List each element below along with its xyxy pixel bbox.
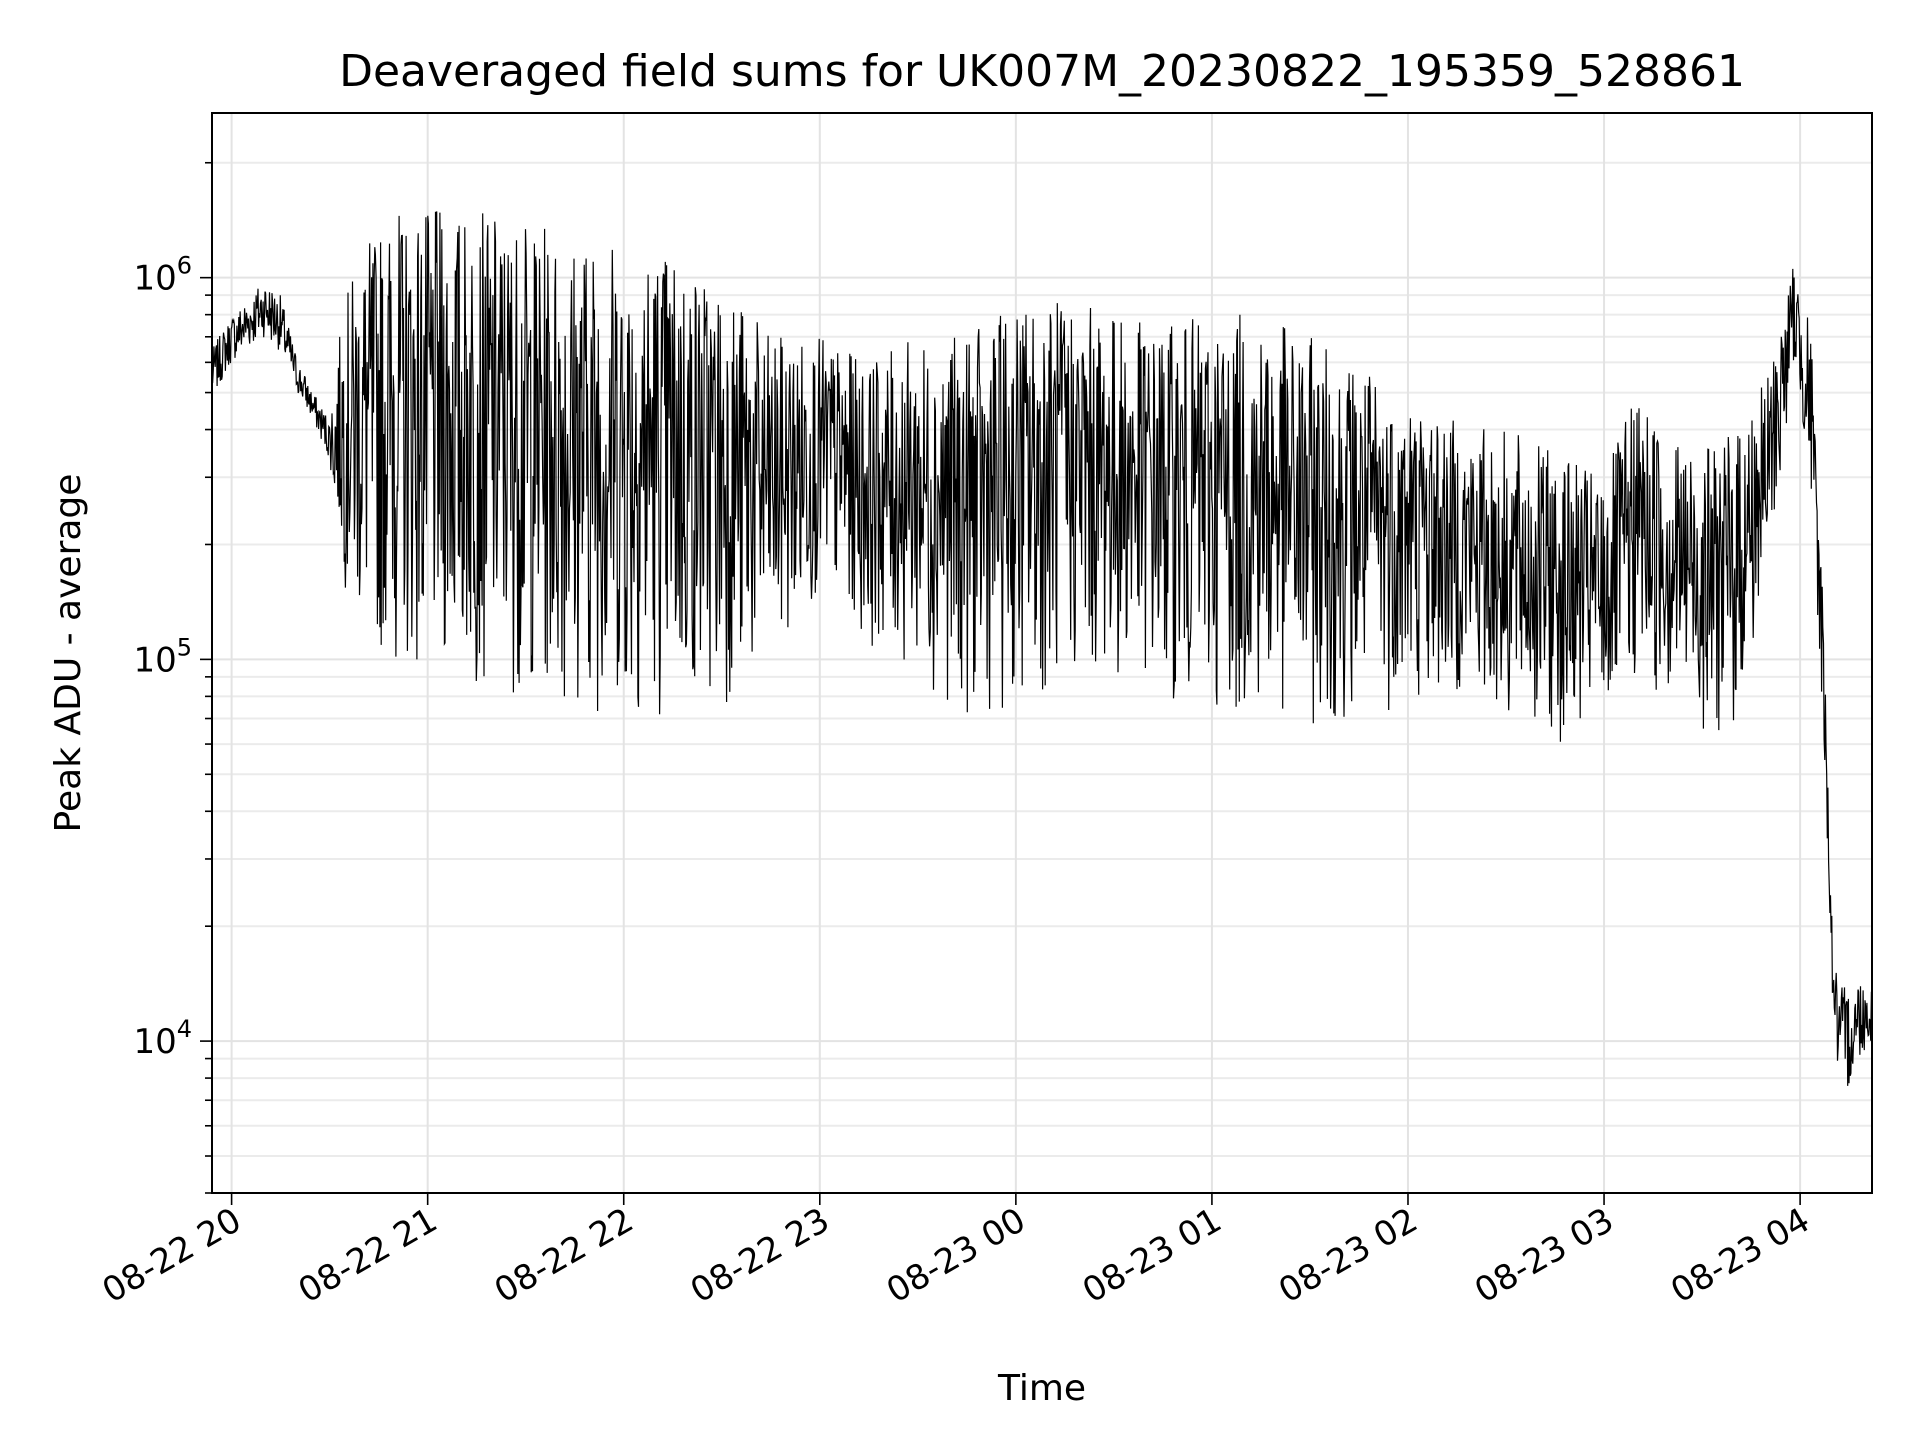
x-tick-label: 08-23 00 [880,1200,1032,1311]
x-tick-label: 08-22 21 [292,1200,444,1311]
y-axis-label: Peak ADU - average [48,474,89,833]
plot-frame [211,112,1873,1194]
x-axis-ticks: 08-22 20 08-22 21 08-22 22 08-22 23 08-23 00… [96,1193,1817,1311]
series-layer [211,211,1873,1086]
x-tick-label: 08-23 04 [1664,1200,1816,1311]
x-tick-label: 08-22 20 [96,1200,248,1311]
series-line [211,211,1873,1086]
x-tick-label: 08-23 01 [1076,1200,1228,1311]
y-tick-label: 106 [133,252,192,299]
chart-title: Deaveraged field sums for UK007M_2023082… [339,46,1745,97]
x-tick-label: 08-22 23 [684,1200,836,1311]
x-axis-label: Time [997,1368,1086,1409]
x-tick-label: 08-22 22 [488,1200,640,1311]
x-tick-label: 08-23 02 [1272,1200,1424,1311]
y-axis-ticks: 104 105 106 [133,161,212,1194]
y-tick-label: 105 [133,633,192,680]
x-tick-label: 08-23 03 [1468,1200,1620,1311]
y-tick-label: 104 [133,1015,192,1062]
